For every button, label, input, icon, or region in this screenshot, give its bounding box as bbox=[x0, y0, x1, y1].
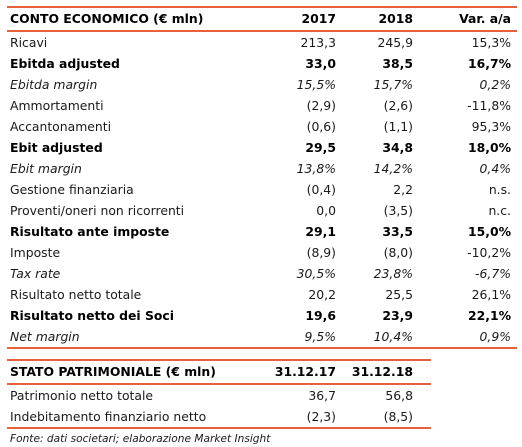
row-label: Tax rate bbox=[10, 266, 61, 281]
value-variation: n.s. bbox=[488, 182, 511, 197]
value-2018: 38,5 bbox=[382, 56, 413, 71]
value-2018: 245,9 bbox=[377, 35, 413, 50]
value-2018: 10,4% bbox=[348, 326, 431, 349]
value-variation: -6,7% bbox=[475, 266, 511, 281]
stato-patrimoniale-table: STATO PATRIMONIALE (€ mln) 31.12.17 31.1… bbox=[7, 359, 431, 429]
value-variation: 0,9% bbox=[431, 326, 517, 349]
value-2017: (0,4) bbox=[306, 182, 336, 197]
value-2018: 14,2% bbox=[373, 161, 413, 176]
row-label: Ebitda margin bbox=[10, 77, 98, 92]
row-label: Patrimonio netto totale bbox=[10, 388, 154, 403]
value-variation: 18,0% bbox=[468, 140, 511, 155]
table-row: Imposte (8,9) (8,0) -10,2% bbox=[7, 242, 517, 263]
value-2018: (3,5) bbox=[383, 203, 413, 218]
value-2017: 30,5% bbox=[296, 266, 336, 281]
row-label: Ebit margin bbox=[10, 161, 82, 176]
table-row: Gestione finanziaria (0,4) 2,2 n.s. bbox=[7, 179, 517, 200]
table-row: Risultato netto dei Soci 19,6 23,9 22,1% bbox=[7, 305, 517, 326]
row-label: Net margin bbox=[7, 326, 265, 349]
header-year-2018: 2018 bbox=[348, 6, 431, 32]
value-2018: (1,1) bbox=[383, 119, 413, 134]
stato-patrimoniale-header-row: STATO PATRIMONIALE (€ mln) 31.12.17 31.1… bbox=[7, 359, 431, 385]
value-2018: 56,8 bbox=[385, 388, 413, 403]
value-variation: 95,3% bbox=[471, 119, 511, 134]
row-label: Imposte bbox=[10, 245, 61, 260]
stato-patrimoniale-title: STATO PATRIMONIALE (€ mln) bbox=[7, 359, 265, 385]
value-2017: 19,6 bbox=[305, 308, 336, 323]
value-variation: 26,1% bbox=[471, 287, 511, 302]
table-row: Tax rate 30,5% 23,8% -6,7% bbox=[7, 263, 517, 284]
table-row: Risultato ante imposte 29,1 33,5 15,0% bbox=[7, 221, 517, 242]
table-row: Net margin 9,5% 10,4% 0,9% bbox=[7, 326, 517, 349]
value-2018: (8,5) bbox=[348, 406, 431, 429]
row-label: Risultato netto dei Soci bbox=[10, 308, 175, 323]
table-row: Proventi/oneri non ricorrenti 0,0 (3,5) n.c… bbox=[7, 200, 517, 221]
value-2018: 25,5 bbox=[385, 287, 413, 302]
table-row: Patrimonio netto totale 36,7 56,8 bbox=[7, 384, 431, 406]
table-row: Ammortamenti (2,9) (2,6) -11,8% bbox=[7, 95, 517, 116]
header-date-2017: 31.12.17 bbox=[265, 359, 348, 385]
value-2017: 0,0 bbox=[316, 203, 336, 218]
value-variation: 15,0% bbox=[468, 224, 511, 239]
value-variation: 0,2% bbox=[479, 77, 511, 92]
value-2018: (8,0) bbox=[383, 245, 413, 260]
value-2017: 29,1 bbox=[305, 224, 336, 239]
row-label: Proventi/oneri non ricorrenti bbox=[10, 203, 185, 218]
table-row: Ebitda margin 15,5% 15,7% 0,2% bbox=[7, 74, 517, 95]
row-label: Indebitamento finanziario netto bbox=[7, 406, 265, 429]
table-row: Risultato netto totale 20,2 25,5 26,1% bbox=[7, 284, 517, 305]
value-2017: 20,2 bbox=[308, 287, 336, 302]
conto-economico-body: Ricavi 213,3 245,9 15,3% Ebitda adjusted 33,0… bbox=[7, 31, 517, 349]
value-variation: 15,3% bbox=[471, 35, 511, 50]
value-2017: 36,7 bbox=[308, 388, 336, 403]
value-2017: 33,0 bbox=[305, 56, 336, 71]
table-row: Accantonamenti (0,6) (1,1) 95,3% bbox=[7, 116, 517, 137]
value-variation: 22,1% bbox=[468, 308, 511, 323]
value-2017: (2,3) bbox=[265, 406, 348, 429]
value-2018: 33,5 bbox=[382, 224, 413, 239]
value-2018: 15,7% bbox=[373, 77, 413, 92]
value-variation: n.c. bbox=[488, 203, 511, 218]
table-row: Ebit adjusted 29,5 34,8 18,0% bbox=[7, 137, 517, 158]
value-2017: 29,5 bbox=[305, 140, 336, 155]
table-row: Indebitamento finanziario netto (2,3) (8,5… bbox=[7, 406, 431, 429]
value-2018: 23,9 bbox=[382, 308, 413, 323]
value-2017: (0,6) bbox=[306, 119, 336, 134]
conto-economico-title: CONTO ECONOMICO (€ mln) bbox=[7, 6, 265, 32]
value-variation: 0,4% bbox=[479, 161, 511, 176]
conto-economico-header-row: CONTO ECONOMICO (€ mln) 2017 2018 Var. a… bbox=[7, 6, 517, 32]
row-label: Accantonamenti bbox=[10, 119, 112, 134]
value-variation: -11,8% bbox=[467, 98, 511, 113]
value-2017: 13,8% bbox=[296, 161, 336, 176]
header-variation: Var. a/a bbox=[431, 6, 517, 32]
row-label: Risultato ante imposte bbox=[10, 224, 170, 239]
table-row: Ebit margin 13,8% 14,2% 0,4% bbox=[7, 158, 517, 179]
value-2018: (2,6) bbox=[383, 98, 413, 113]
financial-tables: CONTO ECONOMICO (€ mln) 2017 2018 Var. a… bbox=[7, 6, 517, 447]
row-label: Risultato netto totale bbox=[10, 287, 142, 302]
header-year-2017: 2017 bbox=[265, 6, 348, 32]
header-date-2018: 31.12.18 bbox=[348, 359, 431, 385]
value-2018: 2,2 bbox=[393, 182, 413, 197]
row-label: Ammortamenti bbox=[10, 98, 104, 113]
row-label: Gestione finanziaria bbox=[10, 182, 134, 197]
row-label: Ebit adjusted bbox=[10, 140, 103, 155]
value-2017: 213,3 bbox=[300, 35, 336, 50]
stato-patrimoniale-body: Patrimonio netto totale 36,7 56,8 Indebitam… bbox=[7, 384, 431, 429]
value-2017: (2,9) bbox=[306, 98, 336, 113]
value-2017: (8,9) bbox=[306, 245, 336, 260]
row-label: Ricavi bbox=[10, 35, 48, 50]
row-label: Ebitda adjusted bbox=[10, 56, 120, 71]
value-2017: 15,5% bbox=[296, 77, 336, 92]
source-footnote: Fonte: dati societari; elaborazione Mark… bbox=[10, 433, 271, 445]
value-variation: 16,7% bbox=[468, 56, 511, 71]
value-2018: 34,8 bbox=[382, 140, 413, 155]
value-2017: 9,5% bbox=[265, 326, 348, 349]
table-row: Ebitda adjusted 33,0 38,5 16,7% bbox=[7, 53, 517, 74]
conto-economico-table: CONTO ECONOMICO (€ mln) 2017 2018 Var. a… bbox=[7, 6, 517, 349]
value-variation: -10,2% bbox=[467, 245, 511, 260]
table-row: Ricavi 213,3 245,9 15,3% bbox=[7, 31, 517, 53]
value-2018: 23,8% bbox=[373, 266, 413, 281]
